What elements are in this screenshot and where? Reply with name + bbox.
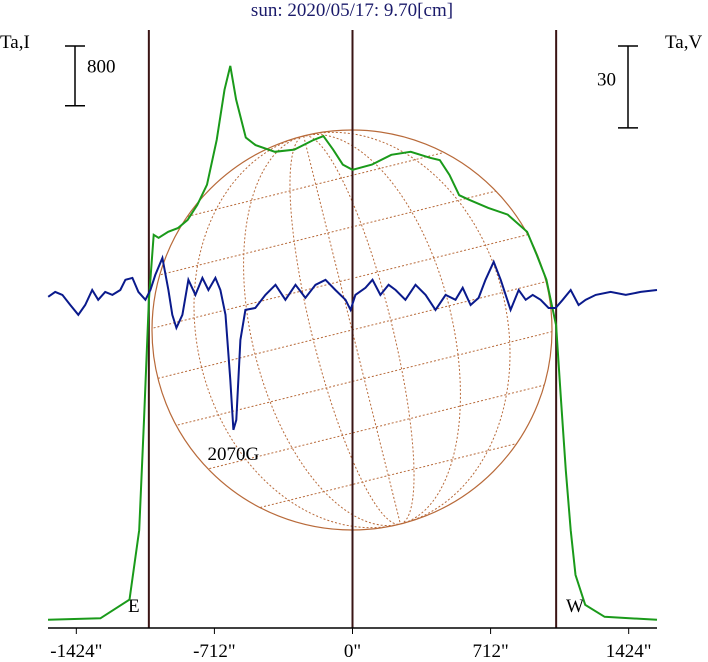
y-axis-label: Ta,I — [0, 32, 30, 53]
chart-title: sun: 2020/05/17: 9.70[cm] — [251, 0, 453, 21]
annotation: 2070G — [208, 444, 260, 465]
series-line — [47, 65, 658, 621]
sun-disk-grid — [109, 129, 591, 531]
x-tick-label: 0" — [344, 641, 361, 662]
x-tick-label: -1424" — [50, 641, 102, 662]
east-label: E — [128, 596, 140, 617]
series-line — [47, 254, 658, 431]
scale-bar-label: 800 — [87, 56, 116, 77]
scale-bar-label: 30 — [597, 69, 616, 90]
x-tick-label: 1424" — [606, 641, 652, 662]
x-tick-label: 712" — [472, 641, 508, 662]
west-label: W — [566, 596, 584, 617]
y2-axis-label: Ta,V — [665, 32, 702, 53]
x-tick-label: -712" — [193, 641, 236, 662]
